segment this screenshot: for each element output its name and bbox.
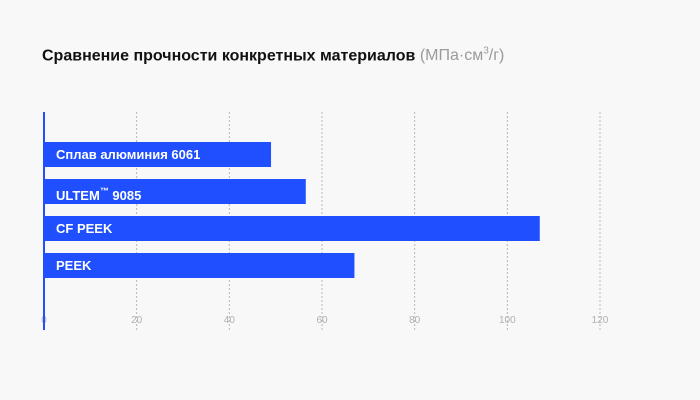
bar-label: CF PEEK <box>56 221 113 236</box>
chart-title-text: Сравнение прочности конкретных материало… <box>42 47 416 65</box>
x-tick-label: 120 <box>592 315 609 326</box>
chart-title-unit-sup: 3 <box>483 46 489 57</box>
bar-label-text: PEEK <box>56 258 92 273</box>
bar-label: ULTEM™ 9085 <box>56 186 142 203</box>
bar <box>44 253 355 278</box>
x-tick-label: 80 <box>409 315 421 326</box>
bar <box>44 179 306 204</box>
bar-label-text: CF PEEK <box>56 221 113 236</box>
bar-label: PEEK <box>56 258 92 273</box>
bar-label-text: Сплав алюминия 6061 <box>56 147 201 162</box>
bar-label: Сплав алюминия 6061 <box>56 147 201 162</box>
x-tick-label: 100 <box>499 315 516 326</box>
chart-title: Сравнение прочности конкретных материало… <box>42 46 504 65</box>
bar <box>44 142 272 167</box>
chart-title-unit-suffix: /г) <box>488 47 505 65</box>
x-tick-label: 60 <box>316 315 328 326</box>
chart-title-unit-prefix: (МПа·см <box>419 47 484 65</box>
chart-title-unit: (МПа·см3/г) <box>419 46 505 65</box>
bar-label-text: ULTEM™ 9085 <box>56 186 142 203</box>
bar <box>44 216 540 241</box>
x-tick-label: 40 <box>224 315 236 326</box>
x-tick-label: 20 <box>131 315 143 326</box>
